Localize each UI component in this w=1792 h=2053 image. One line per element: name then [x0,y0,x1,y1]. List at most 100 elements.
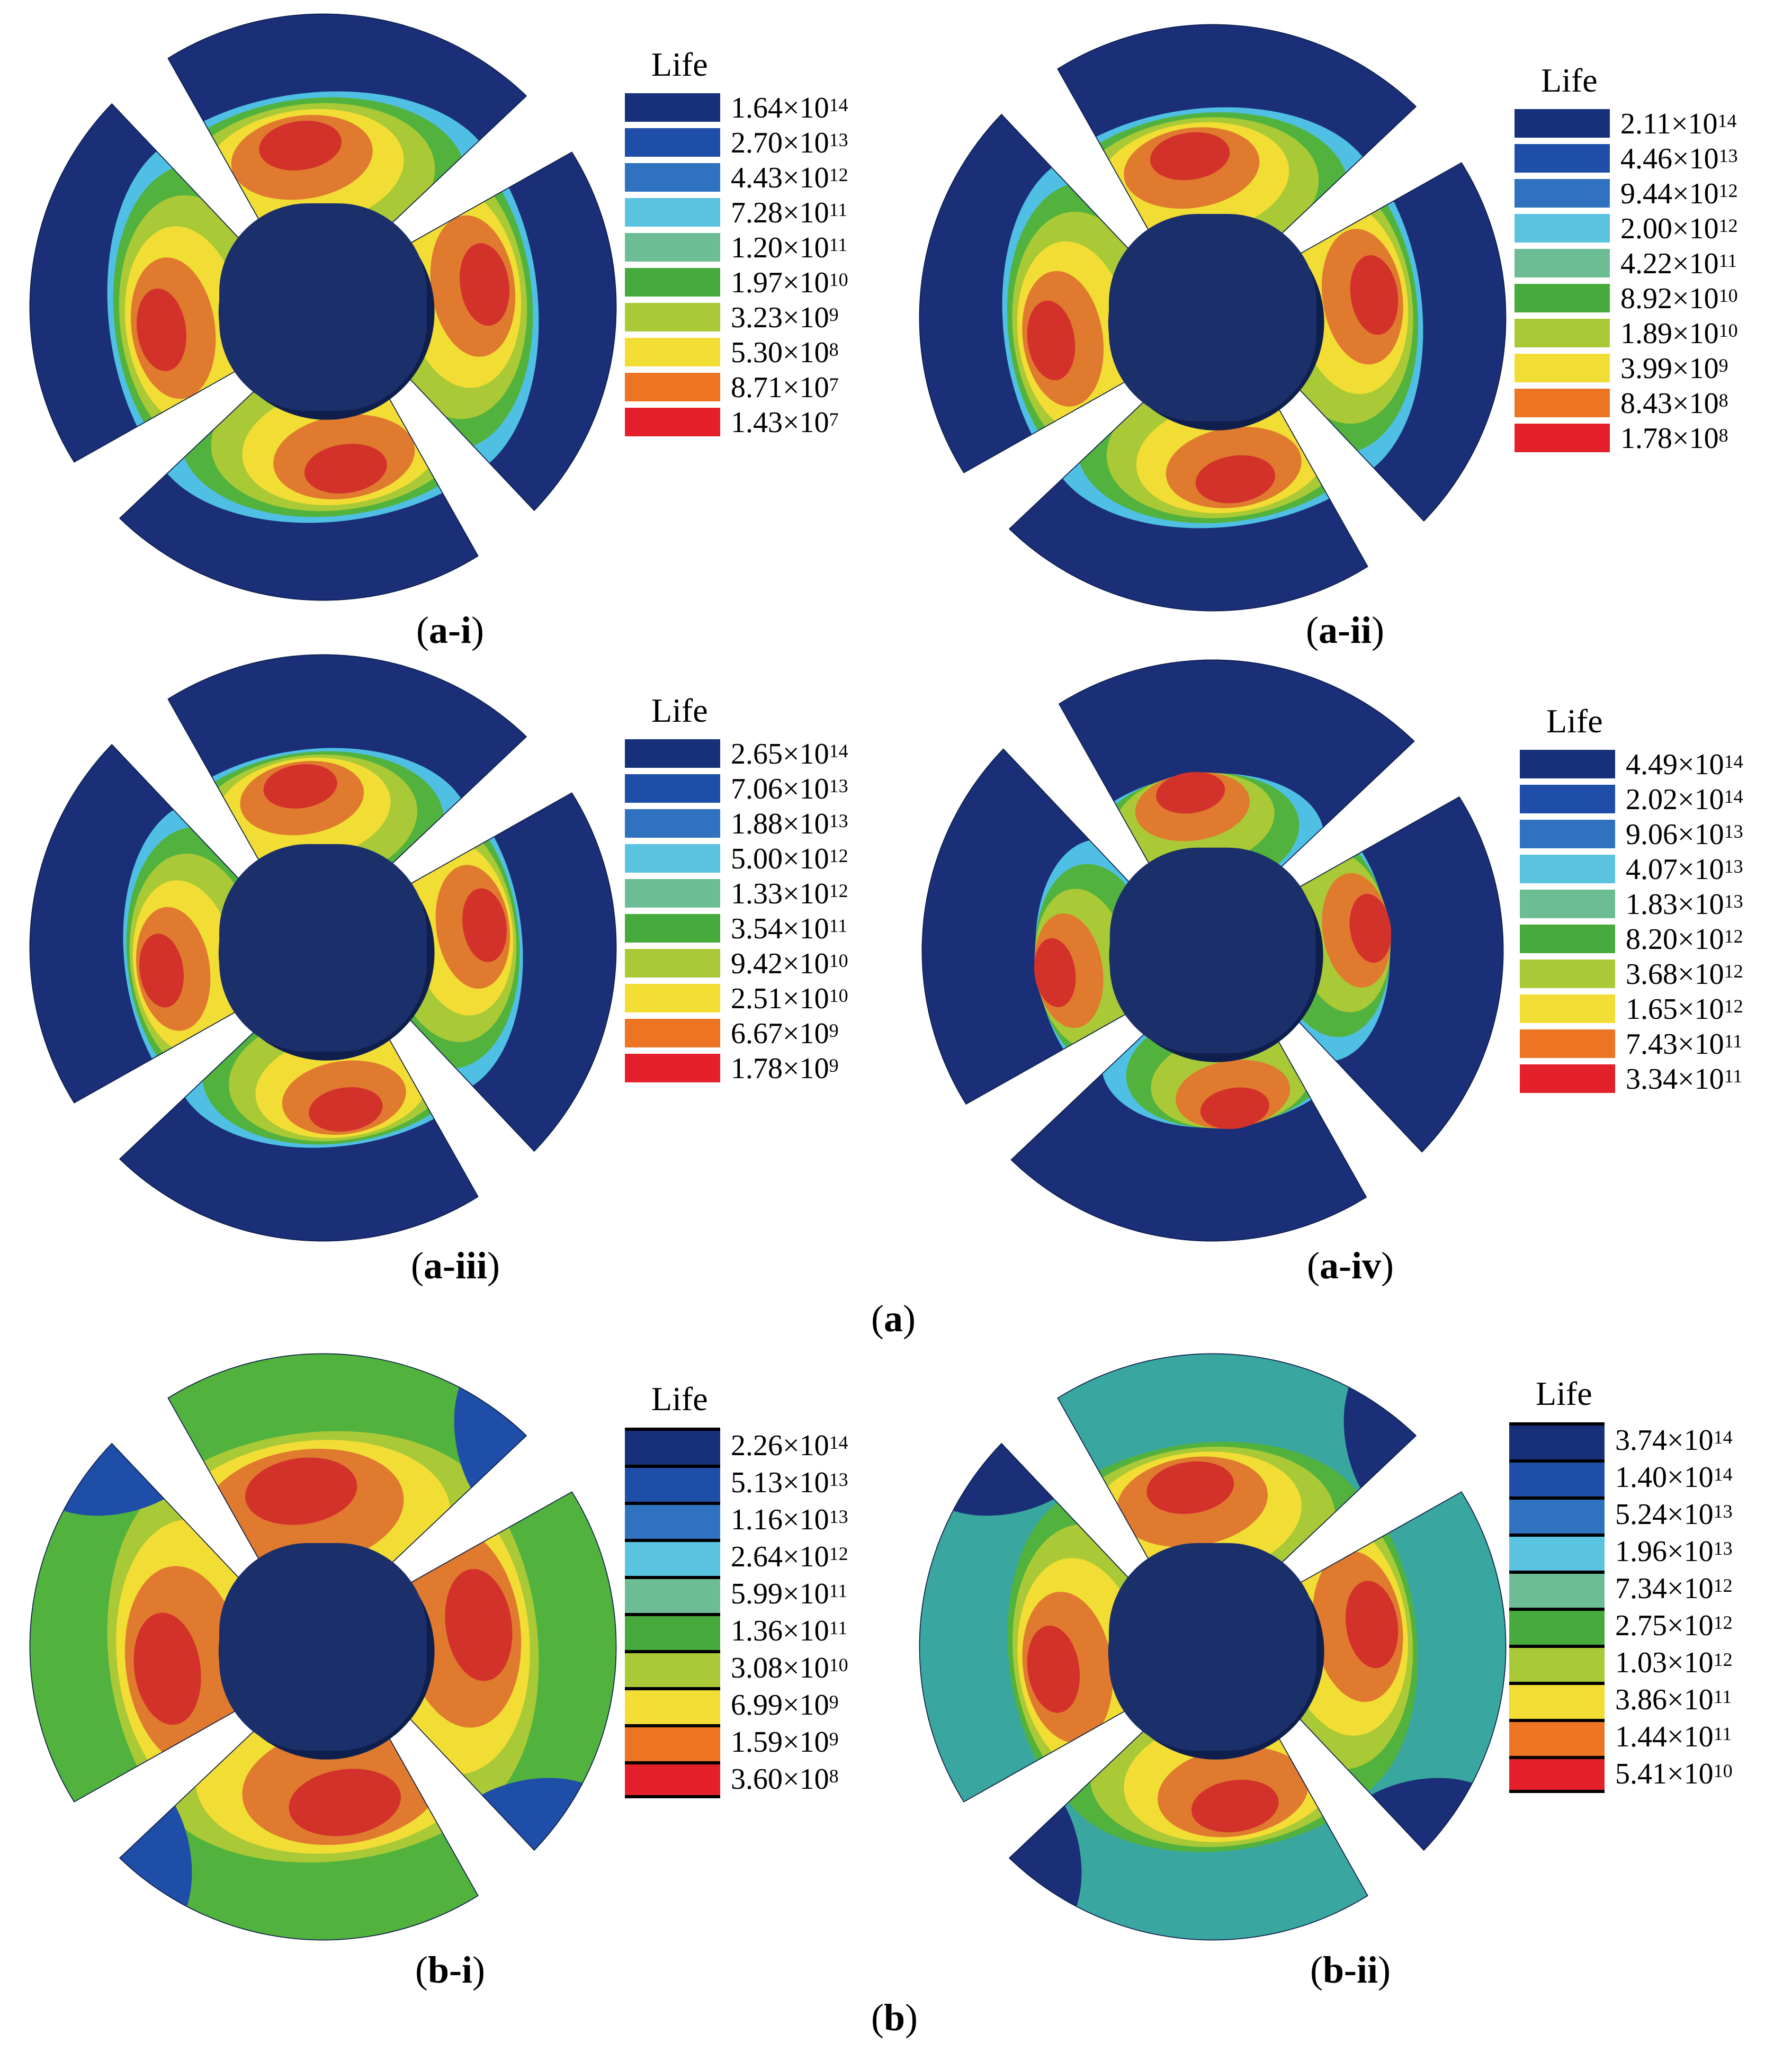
legend-value: 1.33×1012 [731,877,848,910]
propeller-a-i [29,13,617,601]
legend-a-iv: Life 4.49×1014 2.02×1014 9.06×1013 4.07×1013… [1520,704,1790,1096]
legend-value: 3.74×1014 [1615,1424,1733,1457]
legend-value: 9.42×1010 [731,947,848,980]
legend-entry: 7.28×1011 [625,196,911,235]
legend-entry: 2.02×1014 [1520,783,1790,822]
legend-value: 3.99×109 [1620,352,1728,385]
legend-swatch [625,233,720,262]
contour-band [1156,772,1225,814]
legend-swatch [625,1724,720,1761]
legend-swatch [1515,214,1610,243]
legend-entry: 3.68×1012 [1520,958,1790,997]
legend-value: 9.06×1013 [1626,818,1743,851]
legend-swatch [1520,1064,1615,1093]
legend-entry: 4.22×1011 [1515,248,1790,286]
caption-b-ii: (b-ii) [1310,1949,1391,1991]
legend-value: 1.88×1013 [731,808,848,840]
legend-entry: 4.46×1013 [1515,143,1790,181]
legend-entry: 3.23×109 [625,302,911,340]
legend-value: 3.86×1011 [1615,1683,1732,1716]
legend-swatch [1515,354,1610,382]
legend-value: 7.28×1011 [731,196,848,229]
legend-swatch [1509,1422,1605,1459]
legend-entry: 2.75×1012 [1509,1608,1790,1645]
legend-value: 1.96×1013 [1615,1535,1733,1568]
legend-entry: 4.07×1013 [1520,853,1790,892]
legend-swatch [1515,389,1610,417]
caption-a-iii: (a-iii) [411,1244,500,1287]
legend-title: Life [1536,1375,1592,1412]
legend-swatch [1520,855,1615,883]
contour-band [1195,455,1275,504]
propeller-a-ii [919,24,1507,612]
legend-value: 2.00×1012 [1620,212,1738,245]
propeller-b-ii [919,1353,1507,1941]
legend-value: 3.54×1011 [731,912,848,945]
legend-swatch [625,268,720,297]
legend-b-ii: Life 3.74×1014 1.40×1014 5.24×1013 1.96×1013… [1509,1375,1790,1793]
legend-entry: 2.65×1014 [625,738,911,776]
legend-entry: 2.70×1013 [625,127,911,165]
propeller-b-i [29,1353,617,1941]
contour-band [245,1457,357,1525]
legend-swatch [1509,1534,1605,1571]
hub [219,844,427,1052]
legend-b-i: Life 2.26×1014 5.13×1013 1.16×1013 2.64×1012… [625,1382,911,1798]
legend-value: 4.07×1013 [1626,853,1743,886]
legend-swatch [625,1650,720,1687]
legend-entry: 7.06×1013 [625,773,911,811]
legend-entry: 2.11×1014 [1515,108,1790,146]
legend-entry: 5.24×1013 [1509,1496,1790,1534]
legend-value: 2.70×1013 [731,127,848,159]
legend-entry: 1.40×1014 [1509,1459,1790,1496]
legend-entry: 7.43×1011 [1520,1028,1790,1066]
legend-value: 2.02×1014 [1626,783,1743,816]
legend-swatch [625,128,720,157]
legend-swatch [625,1613,720,1650]
legend-title: Life [651,692,708,729]
legend-swatch [1520,960,1615,988]
legend-entry: 1.33×1012 [625,877,911,916]
legend-value: 3.68×1012 [1626,958,1743,991]
legend-swatch [1509,1459,1605,1496]
legend-swatch [1509,1571,1605,1608]
legend-swatch [1520,890,1615,918]
legend-value: 1.43×107 [731,406,839,439]
hub [1109,847,1316,1054]
legend-swatch [1520,925,1615,953]
legend-entry: 3.74×1014 [1509,1422,1790,1459]
propeller-a-iii [29,654,617,1242]
legend-swatch [625,1539,720,1576]
legend-value: 2.65×1014 [731,738,848,770]
contour-band [1200,1087,1269,1129]
legend-value: 6.99×109 [731,1689,839,1722]
legend-entry: 1.96×1013 [1509,1534,1790,1571]
hub [219,203,427,411]
contour-band [263,764,337,809]
legend-entry: 1.78×109 [625,1053,911,1091]
legend-entry: 8.43×108 [1515,388,1790,426]
legend-entry: 6.67×109 [625,1018,911,1056]
legend-swatch [625,984,720,1012]
legend-swatch [1515,249,1610,277]
legend-swatch [625,1761,720,1798]
contour-band [139,934,184,1008]
legend-swatch [625,1428,720,1465]
legend-swatch [625,774,720,803]
legend-entry: 3.34×1011 [1520,1063,1790,1101]
legend-entry: 1.64×1014 [625,92,911,130]
contour-band [137,288,186,371]
blade-top [167,654,527,878]
legend-entry: 3.54×1011 [625,912,911,951]
legend-swatch [1509,1608,1605,1645]
legend-value: 8.20×1012 [1626,923,1743,956]
legend-swatch [625,163,720,192]
contour-band [1345,1581,1399,1669]
legend-swatch [625,1019,720,1047]
legend-value: 1.44×1011 [1615,1720,1732,1753]
legend-swatch [625,1502,720,1539]
legend-value: 1.78×108 [1620,422,1728,455]
legend-value: 2.26×1014 [731,1429,848,1462]
legend-value: 1.97×1010 [731,266,848,299]
contour-band [1146,1461,1234,1514]
